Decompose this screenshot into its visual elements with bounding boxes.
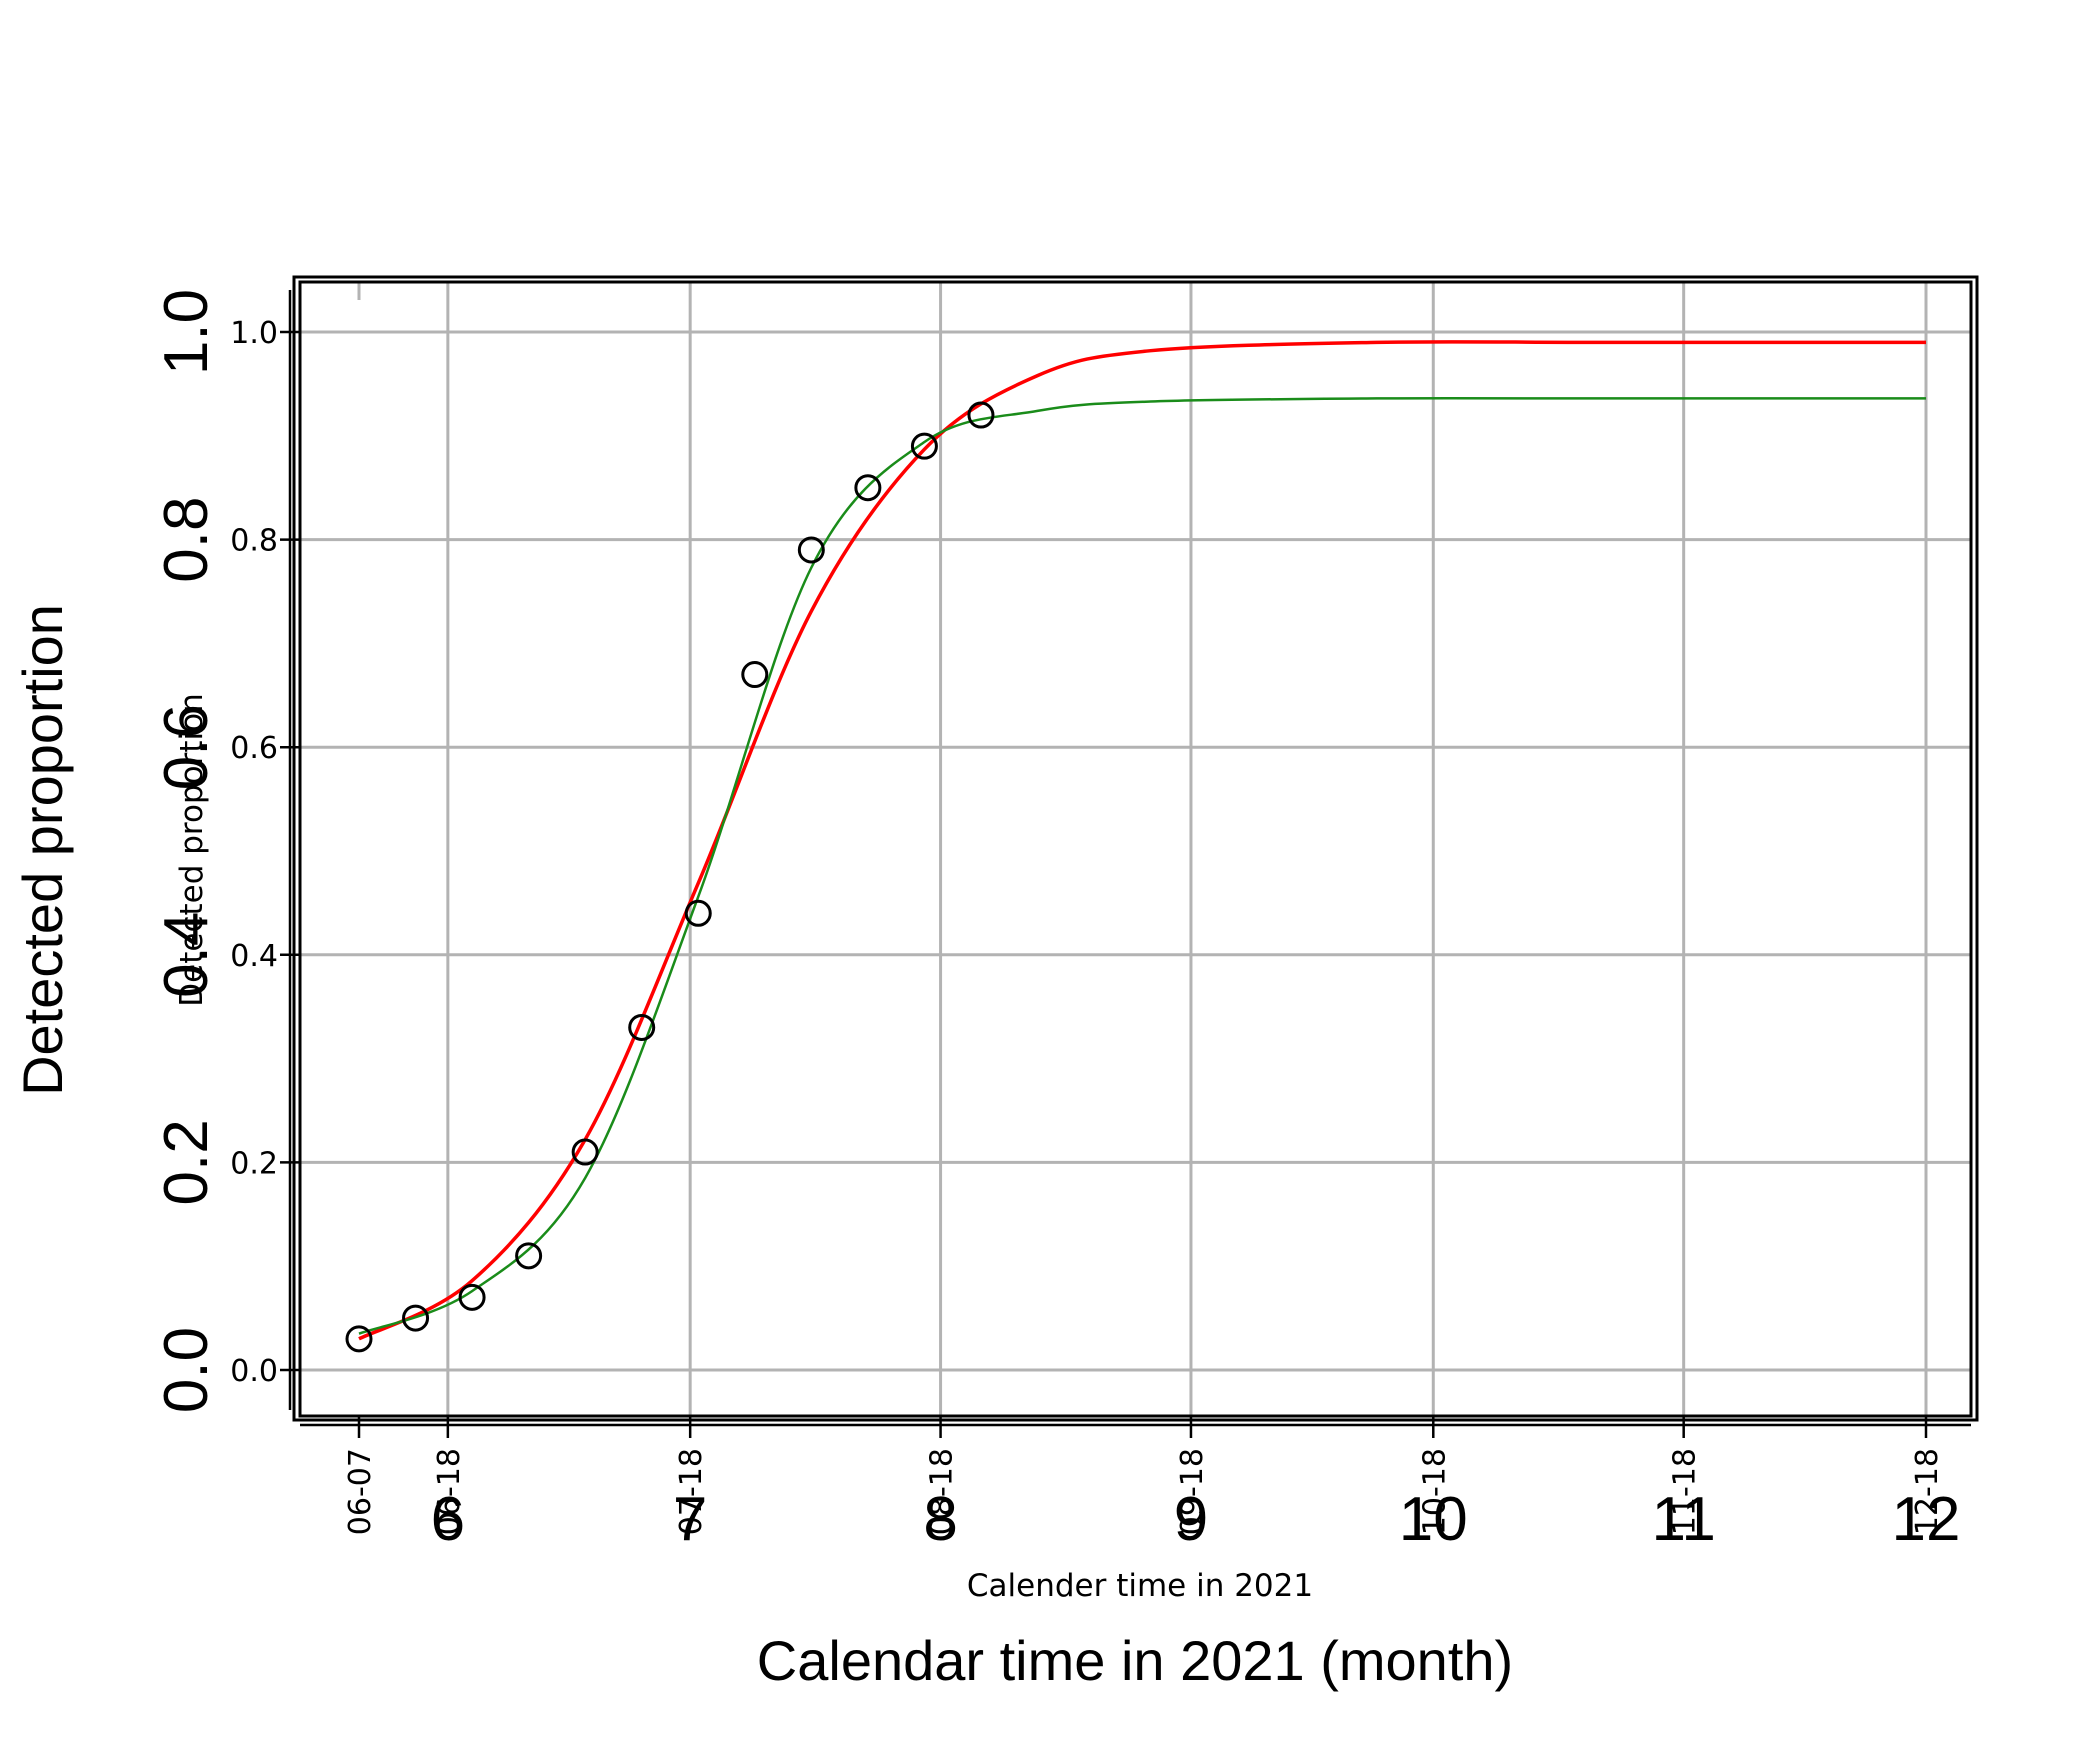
series-line <box>358 396 1926 1335</box>
grid <box>300 282 1971 1416</box>
x-tick-label-date: 06-07 <box>343 1448 378 1535</box>
y-tick-label: 0.2 <box>152 1119 221 1205</box>
x-axis-inner-title: Calender time in 2021 <box>967 1568 1313 1604</box>
x-tick-label-month: 7 <box>673 1485 707 1554</box>
data-point <box>797 536 825 564</box>
data-point <box>515 1242 543 1270</box>
x-tick-label-date: 06-18 <box>432 1448 467 1535</box>
x-tick-label-date: 09-18 <box>1175 1448 1210 1535</box>
series-line <box>358 340 1926 1341</box>
y-tick-label-inner: 1.0 <box>230 316 278 351</box>
x-tick-label-month: 12 <box>1892 1485 1961 1554</box>
y-tick-label-inner: 0.0 <box>230 1354 278 1389</box>
x-tick-label-date: 10-18 <box>1417 1448 1452 1535</box>
x-tick-label-month: 10 <box>1399 1485 1468 1554</box>
y-tick-labels: 0.0 0.0 0.2 0.2 0.4 0.4 0.6 0.6 0.8 0.8 1.0 1.0 <box>152 289 278 1413</box>
y-tick-label-inner: 0.4 <box>230 939 278 974</box>
x-tick-label-month: 9 <box>1174 1485 1208 1554</box>
x-tick-label-date: 11-18 <box>1668 1448 1703 1535</box>
x-tick-label-date: 07-18 <box>674 1448 709 1535</box>
x-tick-label-month: 11 <box>1651 1485 1715 1554</box>
y-tick-label: 1.0 <box>152 289 221 375</box>
data-point <box>345 1325 373 1353</box>
y-tick-label: 0.8 <box>152 496 221 582</box>
y-tick-label-inner: 0.2 <box>230 1146 278 1181</box>
data-point <box>684 899 712 927</box>
x-tick-label-month: 6 <box>431 1485 465 1554</box>
x-tick-label-date: 08-18 <box>925 1448 960 1535</box>
data-point <box>571 1138 599 1166</box>
data-points <box>345 401 995 1353</box>
plot-frame-outer <box>292 275 1979 1422</box>
plot-frame-inner <box>298 280 1973 1418</box>
x-axis-title: Calendar time in 2021 (month) <box>757 1629 1513 1692</box>
x-tick-labels: 06-07 06-18 07-18 08-18 09-18 10-18 11-18 12-18… <box>343 1448 1960 1554</box>
data-point <box>458 1283 486 1311</box>
y-tick-label-inner: 0.6 <box>230 731 278 766</box>
y-tick-label: 0.0 <box>152 1327 221 1413</box>
y-axis-inner-title: Detected proportion <box>174 693 210 1006</box>
y-tick-label: 0.6 <box>152 704 221 790</box>
axes <box>280 290 1971 1438</box>
data-point <box>854 474 882 502</box>
data-point <box>628 1013 656 1041</box>
x-tick-label-date: 12-18 <box>1910 1448 1945 1535</box>
y-tick-label: 0.4 <box>152 912 221 998</box>
y-tick-label-inner: 0.8 <box>230 524 278 559</box>
data-point <box>741 661 769 689</box>
data-point <box>402 1304 430 1332</box>
y-axis-title: Detected proportion <box>11 604 74 1096</box>
data-point <box>910 432 938 460</box>
x-tick-label-month: 8 <box>923 1485 957 1554</box>
data-point <box>967 401 995 429</box>
series-group <box>358 340 1926 1341</box>
